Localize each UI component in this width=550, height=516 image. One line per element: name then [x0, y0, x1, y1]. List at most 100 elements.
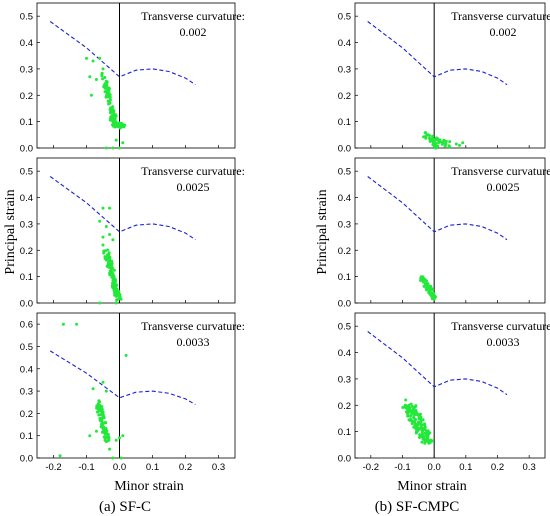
data-point: [419, 426, 423, 429]
data-point: [101, 243, 105, 247]
data-point: [404, 398, 408, 402]
data-point: [425, 439, 429, 443]
data-point: [408, 409, 412, 413]
data-point: [415, 430, 419, 434]
data-point: [121, 141, 125, 145]
annotation-label: Transverse curvature:: [141, 319, 245, 333]
data-point: [104, 90, 108, 94]
data-point: [437, 140, 441, 143]
data-point: [428, 136, 431, 140]
y-tick-label: 0.1: [20, 272, 33, 283]
data-point: [117, 121, 121, 125]
data-point: [119, 456, 123, 460]
data-point: [98, 301, 102, 305]
data-point: [432, 291, 436, 295]
data-point: [101, 77, 105, 81]
y-tick-label: 0.2: [338, 91, 351, 102]
data-point: [108, 257, 111, 261]
data-point: [106, 261, 110, 265]
y-tick-label: 0.3: [338, 374, 351, 385]
data-point: [421, 418, 425, 422]
data-point: [107, 251, 111, 255]
data-point: [118, 295, 122, 299]
data-point: [412, 406, 416, 410]
data-point: [98, 219, 102, 223]
annotation-value: 0.002: [490, 25, 517, 39]
data-point: [408, 414, 412, 418]
data-point: [107, 88, 111, 91]
y-tick-label: 0.2: [338, 401, 351, 412]
data-point: [113, 121, 117, 124]
y-tick-label: 0.2: [20, 91, 33, 102]
data-point: [424, 131, 428, 135]
data-point: [102, 416, 106, 420]
data-point: [409, 402, 413, 406]
plot-frame: [354, 157, 546, 304]
x-tick-label: -0.2: [363, 462, 379, 473]
data-point: [118, 436, 121, 440]
x-tick-label: -0.1: [394, 462, 410, 473]
annotation-value: 0.002: [180, 25, 207, 39]
data-point: [102, 251, 106, 255]
data-point: [418, 412, 422, 416]
data-point: [94, 78, 98, 81]
data-point: [412, 415, 416, 419]
forming-limit-curve: [49, 21, 196, 86]
y-tick-label: 0.5: [20, 12, 33, 23]
data-point: [114, 438, 118, 442]
data-point: [429, 284, 433, 288]
x-axis-title-left: Minor strain: [114, 479, 184, 494]
x-tick-label: 0.0: [428, 462, 441, 473]
data-point: [454, 142, 458, 146]
data-point: [101, 206, 105, 210]
data-point: [427, 441, 431, 445]
annotation-label: Transverse curvature:: [141, 164, 245, 178]
data-point: [98, 56, 102, 60]
data-point: [414, 404, 418, 408]
y-tick-label: 0.5: [20, 342, 33, 353]
data-point: [443, 144, 447, 148]
data-point: [98, 419, 102, 422]
data-point: [108, 233, 112, 236]
y-tick-label: 0.3: [20, 64, 33, 75]
plot-frame: [36, 312, 236, 459]
forming-limit-curve: [49, 350, 196, 405]
data-point: [61, 322, 65, 326]
x-tick-label: 0.2: [491, 462, 504, 473]
y-tick-label: 0.1: [20, 117, 33, 128]
panel-5: 0.0 0.1 0.2 0.3 0.4 0.5 0.6 -0.2 -0.1 0.0 0.1 0.2 0.…: [20, 312, 245, 473]
annotation-label: Transverse curvature:: [141, 9, 245, 23]
data-point: [112, 113, 116, 117]
x-axis-title-right: Minor strain: [397, 479, 467, 494]
data-point: [100, 422, 104, 426]
data-point: [96, 407, 100, 411]
data-point: [115, 124, 118, 128]
data-point: [91, 387, 95, 391]
data-point: [120, 124, 124, 128]
data-point: [424, 279, 428, 283]
data-point: [420, 435, 424, 439]
data-point: [104, 95, 108, 99]
data-point: [98, 400, 102, 404]
data-point: [108, 447, 112, 451]
data-point: [121, 434, 125, 438]
data-point: [112, 109, 116, 113]
annotation-value: 0.0025: [487, 180, 520, 194]
data-point: [108, 118, 112, 122]
data-point: [103, 420, 107, 424]
data-point: [427, 432, 431, 436]
y-tick-label: 0.6: [20, 320, 33, 331]
x-tick-label: 0.3: [523, 462, 536, 473]
data-point: [114, 291, 118, 295]
data-point: [410, 422, 414, 425]
data-point: [443, 142, 447, 146]
data-point: [423, 437, 427, 441]
data-point: [114, 294, 118, 298]
data-point: [424, 136, 428, 140]
data-point: [106, 433, 110, 436]
data-point: [425, 133, 429, 137]
data-point: [111, 279, 115, 283]
y-tick-label: 0.0: [20, 454, 33, 465]
data-point: [112, 274, 116, 278]
data-point: [433, 295, 437, 299]
